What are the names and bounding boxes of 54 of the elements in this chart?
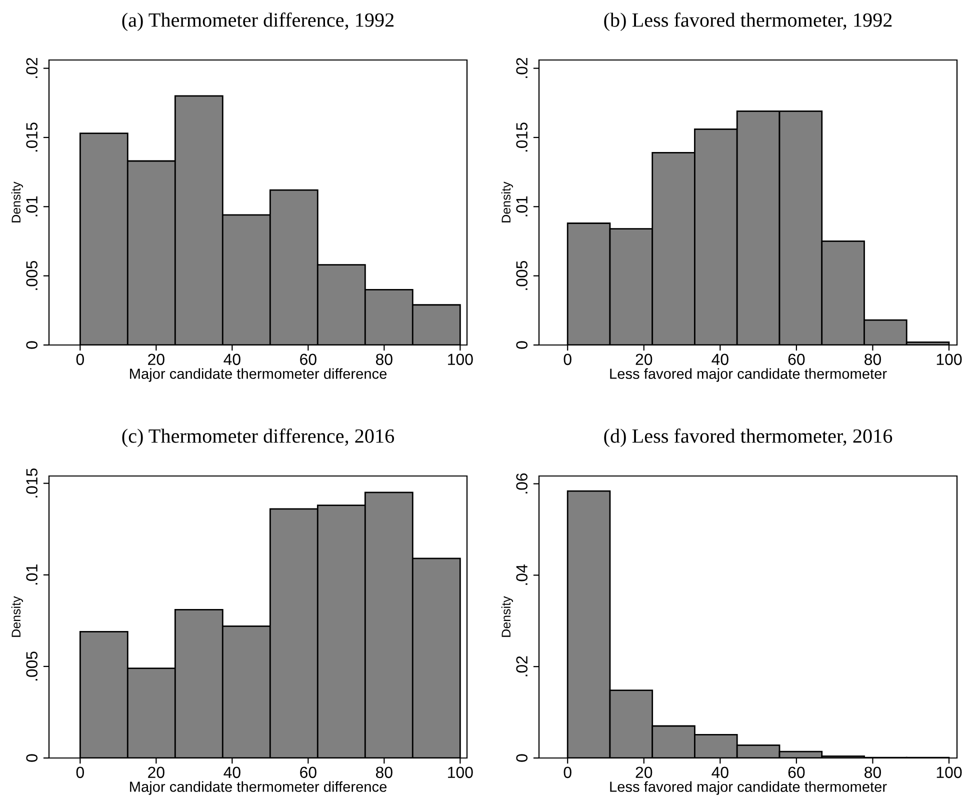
x-tick-label: 0	[76, 354, 84, 366]
x-tick-label: 20	[148, 354, 164, 366]
x-tick-label: 20	[636, 354, 652, 366]
x-tick-label: 100	[936, 766, 962, 778]
y-tick-label: .01	[516, 196, 528, 216]
y-tick-label: .01	[26, 196, 38, 216]
y-tick-label: .02	[516, 58, 528, 78]
x-tick-label: 60	[300, 766, 316, 778]
chart-title: (c) Thermometer difference, 2016	[122, 428, 394, 447]
x-tick-label: 80	[864, 354, 881, 366]
chart-title: (a) Thermometer difference, 1992	[122, 12, 394, 31]
y-tick-label: .005	[516, 260, 528, 290]
x-tick-label: 60	[300, 354, 316, 366]
chart-title: (b) Less favored thermometer, 1992	[604, 12, 892, 31]
y-tick-label: 0	[26, 754, 38, 762]
x-tick-label: 80	[376, 766, 392, 778]
y-tick-label: 0	[516, 341, 528, 349]
x-tick-label: 40	[224, 354, 240, 366]
y-tick-label: 0	[26, 341, 38, 349]
x-tick-label: 0	[76, 766, 84, 778]
x-tick-label: 100	[936, 354, 962, 366]
y-axis-title: Density	[11, 182, 23, 222]
x-tick-label: 40	[712, 354, 728, 366]
y-tick-label: .005	[26, 260, 38, 290]
x-tick-label: 100	[448, 766, 473, 778]
x-tick-label: 0	[564, 766, 572, 778]
y-axis-title: Density	[11, 596, 23, 637]
x-axis-title: Major candidate thermometer difference	[130, 368, 387, 382]
x-tick-label: 0	[564, 354, 572, 366]
y-tick-label: .015	[26, 122, 38, 152]
x-tick-label: 60	[788, 766, 805, 778]
x-tick-label: 60	[788, 354, 805, 366]
y-tick-label: .005	[26, 652, 38, 681]
y-tick-label: .06	[516, 473, 528, 494]
x-axis-title: Major candidate thermometer difference	[130, 781, 387, 795]
y-tick-label: .04	[516, 564, 528, 585]
x-tick-label: 100	[448, 354, 473, 366]
x-tick-label: 20	[148, 766, 164, 778]
x-tick-label: 80	[864, 766, 881, 778]
y-tick-label: .02	[516, 656, 528, 676]
y-tick-label: .02	[26, 58, 38, 78]
y-axis-title: Density	[501, 182, 513, 222]
x-tick-label: 40	[224, 766, 240, 778]
chart-title: (d) Less favored thermometer, 2016	[604, 428, 892, 447]
y-tick-label: .015	[516, 122, 528, 152]
x-tick-label: 20	[636, 766, 652, 778]
x-axis-title: Less favored major candidate thermometer	[610, 781, 887, 795]
y-tick-label: .01	[26, 564, 38, 585]
y-tick-label: 0	[516, 754, 528, 762]
x-axis-title: Less favored major candidate thermometer	[610, 368, 887, 382]
y-axis-title: Density	[501, 596, 513, 637]
x-tick-label: 40	[712, 766, 728, 778]
y-tick-label: .015	[26, 468, 38, 498]
x-tick-label: 80	[376, 354, 392, 366]
